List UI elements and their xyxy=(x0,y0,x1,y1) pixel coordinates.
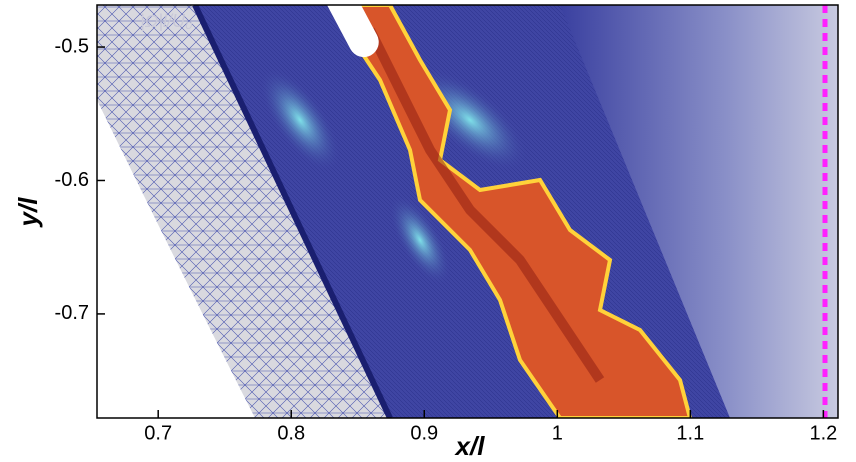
x-tick-label: 1 xyxy=(552,422,563,444)
chart: |Ω|l/U₀ x/l y/l 0.7 0.8 0.9 1 1.1 1.2 -0.5 -0.6… xyxy=(0,0,856,462)
x-tick-label: 0.8 xyxy=(277,422,305,444)
x-tick-label: 1.1 xyxy=(676,422,704,444)
y-tick-label: -0.7 xyxy=(55,302,89,324)
field: |Ω|l/U₀ xyxy=(97,0,838,418)
y-tick-label: -0.6 xyxy=(55,169,89,191)
y-tick-label: -0.5 xyxy=(55,35,89,57)
annotation: |Ω|l/U₀ xyxy=(140,11,193,31)
x-axis-label: x/l xyxy=(454,431,486,461)
x-tick-label: 0.7 xyxy=(144,422,172,444)
x-tick-label: 1.2 xyxy=(809,422,837,444)
x-tick-label: 0.9 xyxy=(410,422,438,444)
y-axis-label: y/l xyxy=(13,197,43,229)
page: |Ω|l/U₀ x/l y/l 0.7 0.8 0.9 1 1.1 1.2 -0.5 -0.6… xyxy=(0,0,856,462)
